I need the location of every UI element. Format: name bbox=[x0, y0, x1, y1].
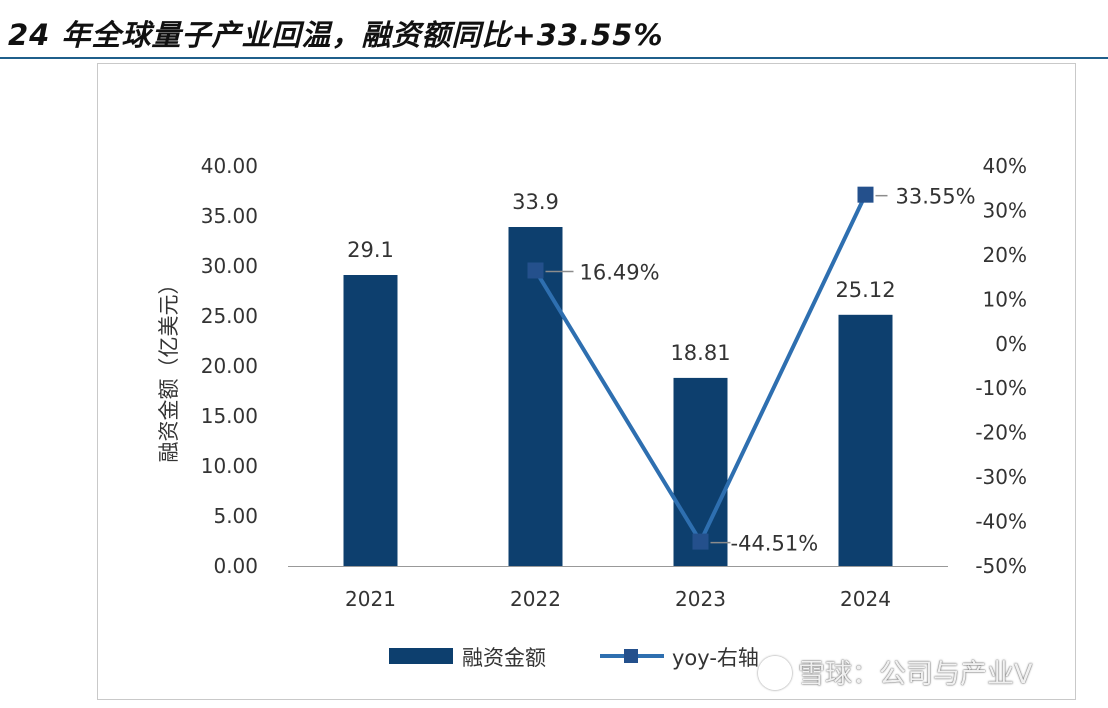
y-tick-label: 30.00 bbox=[201, 254, 258, 278]
watermark: 雪球：公司与产业V bbox=[758, 652, 1032, 693]
snowball-logo-icon bbox=[758, 655, 792, 690]
legend-label-line: yoy-右轴 bbox=[672, 646, 759, 670]
y-tick-label: 5.00 bbox=[213, 504, 258, 528]
x-tick-label: 2022 bbox=[510, 587, 561, 611]
header: 24 年全球量子产业回温，融资额同比+33.55% bbox=[0, 0, 1108, 60]
yoy-marker bbox=[692, 533, 709, 550]
yoy-data-label: 16.49% bbox=[580, 260, 660, 284]
bar bbox=[508, 227, 563, 566]
legend-swatch-marker bbox=[624, 649, 638, 663]
y2-tick-label: 20% bbox=[983, 243, 1027, 267]
yoy-marker bbox=[527, 262, 544, 279]
header-divider bbox=[0, 57, 1108, 59]
chart-frame bbox=[97, 63, 1076, 700]
y-tick-label: 0.00 bbox=[213, 554, 258, 578]
yoy-data-label: -44.51% bbox=[731, 532, 819, 556]
legend-label-bar: 融资金额 bbox=[462, 646, 546, 670]
y2-tick-label: -50% bbox=[975, 554, 1027, 578]
y-axis-title: 融资金额（亿美元） bbox=[157, 274, 181, 463]
bar-data-label: 33.9 bbox=[512, 190, 559, 214]
y-tick-label: 10.00 bbox=[201, 454, 258, 478]
watermark-text: 雪球：公司与产业V bbox=[798, 659, 1033, 690]
y2-tick-label: -40% bbox=[975, 510, 1027, 534]
x-tick-label: 2023 bbox=[675, 587, 726, 611]
bar bbox=[343, 275, 398, 566]
y-tick-label: 25.00 bbox=[201, 304, 258, 328]
y2-tick-label: 0% bbox=[995, 332, 1027, 356]
y-tick-label: 40.00 bbox=[201, 154, 258, 178]
y2-tick-label: -30% bbox=[975, 465, 1027, 489]
y-tick-label: 20.00 bbox=[201, 354, 258, 378]
bar-data-label: 29.1 bbox=[347, 238, 394, 262]
y2-tick-label: -10% bbox=[975, 376, 1027, 400]
yoy-marker bbox=[857, 186, 874, 203]
bar bbox=[838, 314, 893, 566]
page-title: 24 年全球量子产业回温，融资额同比+33.55% bbox=[8, 18, 664, 52]
y2-tick-label: 40% bbox=[983, 154, 1027, 178]
y-tick-label: 15.00 bbox=[201, 404, 258, 428]
y2-tick-label: 30% bbox=[983, 198, 1027, 222]
y2-tick-label: -20% bbox=[975, 421, 1027, 445]
y2-tick-label: 10% bbox=[983, 287, 1027, 311]
y-tick-label: 35.00 bbox=[201, 204, 258, 228]
x-tick-label: 2024 bbox=[840, 587, 891, 611]
bar-data-label: 25.12 bbox=[835, 278, 895, 302]
legend-swatch-bar bbox=[389, 648, 453, 664]
bar-data-label: 18.81 bbox=[670, 341, 730, 365]
x-tick-label: 2021 bbox=[345, 587, 396, 611]
yoy-data-label: 33.55% bbox=[896, 185, 976, 209]
